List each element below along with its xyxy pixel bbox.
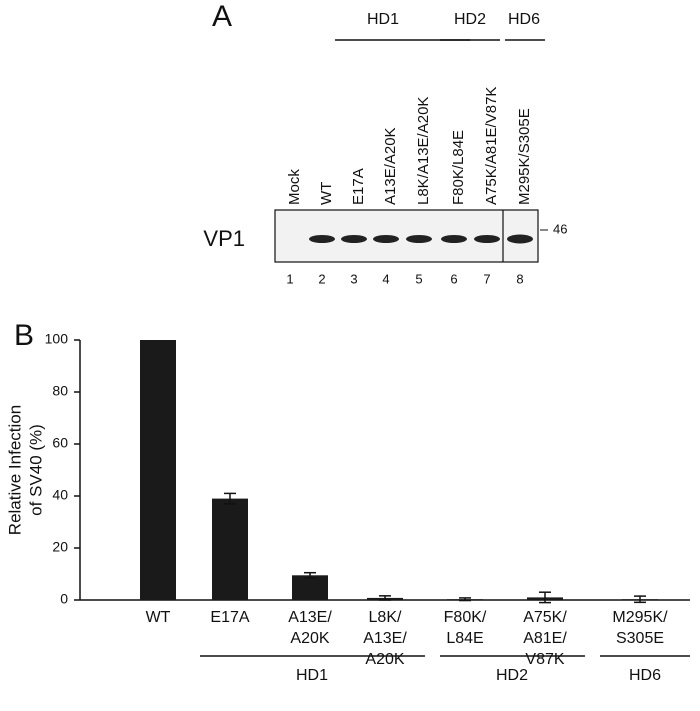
band: [474, 235, 500, 243]
y-tick-label: 0: [60, 591, 68, 607]
bands: [309, 234, 533, 244]
y-tick-label: 20: [52, 539, 68, 555]
lane-label: F80K/L84E: [450, 130, 467, 205]
error-bar: [224, 492, 236, 505]
band: [309, 235, 335, 243]
bar: [212, 498, 248, 600]
lane-number: 1: [286, 271, 293, 286]
band: [441, 235, 467, 243]
panel-label: A: [212, 0, 232, 33]
lane-number: 2: [318, 271, 325, 286]
lane-labels: Mock WT E17A A13E/A20K L8K/A13E/A20K F80K/L84…: [286, 87, 533, 205]
lane-number: 3: [350, 271, 357, 286]
group-label: HD1: [296, 667, 328, 684]
y-tick-label: 80: [52, 383, 68, 399]
lane-number: 5: [415, 271, 422, 286]
lane-label: WT: [318, 182, 335, 205]
group-label: HD6: [629, 667, 661, 684]
band: [341, 235, 367, 243]
lane-label: Mock: [286, 169, 303, 205]
band: [373, 235, 399, 243]
band: [507, 234, 533, 244]
group-label: HD1: [367, 11, 399, 28]
x-tick-label: L8K/ A13E/ A20K: [363, 609, 407, 668]
lane-number: 8: [516, 271, 523, 286]
band: [406, 235, 432, 243]
lane-label: M295K/S305E: [516, 108, 533, 205]
x-tick-label: WT: [145, 609, 171, 626]
error-bar: [379, 595, 391, 601]
y-axis-label: Relative Infection: [5, 405, 24, 535]
lane-number: 7: [483, 271, 490, 286]
error-bar: [459, 597, 471, 602]
lane-label: A13E/A20K: [382, 127, 399, 205]
y-tick-label: 40: [52, 487, 68, 503]
error-bar: [539, 591, 551, 604]
protein-label: VP1: [203, 226, 245, 251]
marker-label: 46: [553, 221, 567, 236]
lane-label: L8K/A13E/A20K: [415, 97, 432, 205]
error-bar: [634, 595, 646, 604]
x-tick-label: F80K/ L84E: [443, 609, 487, 647]
lane-label: A75K/A81E/V87K: [483, 87, 500, 205]
lane-number: 6: [450, 271, 457, 286]
x-tick-label: E17A: [210, 609, 250, 626]
lane-label: E17A: [350, 168, 367, 205]
lane-number: 4: [382, 271, 389, 286]
group-label: HD2: [496, 667, 528, 684]
x-tick-label: A13E/ A20K: [288, 609, 332, 647]
y-tick-label: 60: [52, 435, 68, 451]
group-label: HD6: [508, 11, 540, 28]
y-tick-label: 100: [45, 331, 69, 347]
x-tick-label: M295K/ S305E: [612, 609, 668, 647]
group-label: HD2: [454, 11, 486, 28]
x-tick-label: A75K/ A81E/ V87K: [523, 609, 567, 668]
bar: [140, 340, 176, 600]
error-bar: [304, 571, 316, 579]
y-axis-label: of SV40 (%): [26, 424, 45, 516]
panel-label: B: [14, 319, 34, 352]
bar: [292, 575, 328, 600]
